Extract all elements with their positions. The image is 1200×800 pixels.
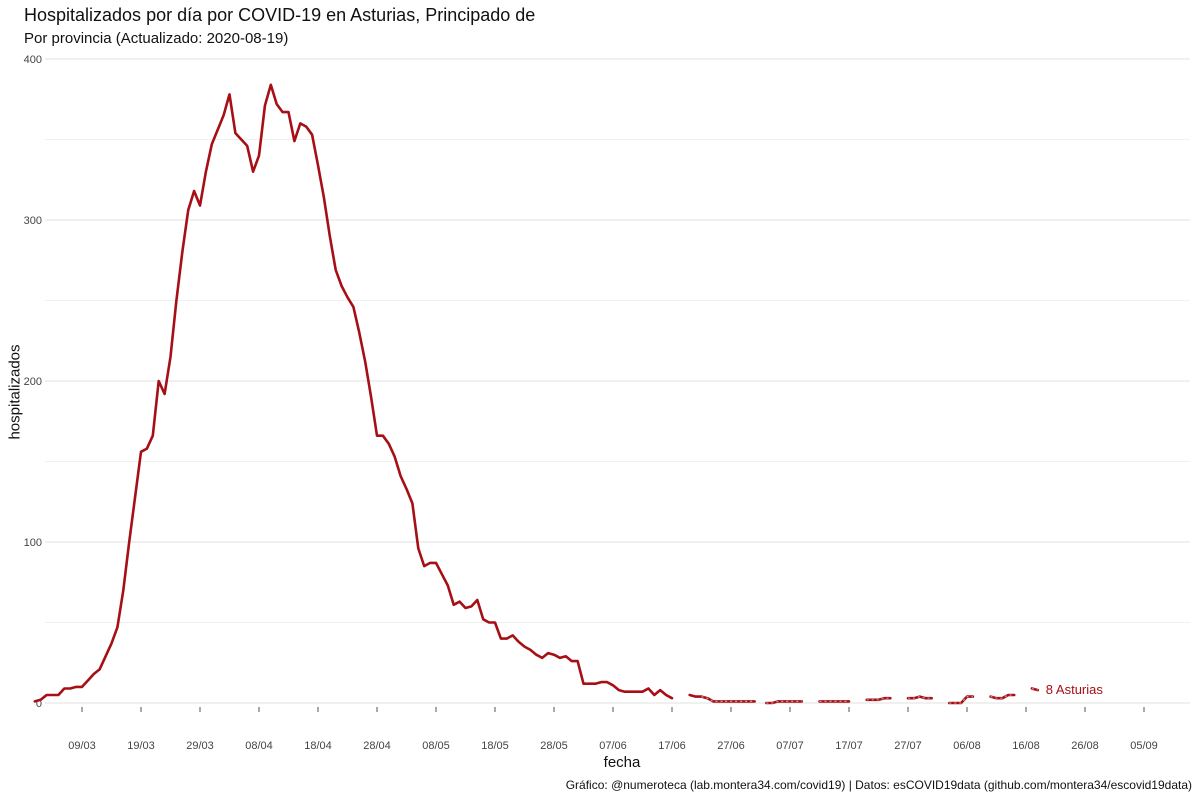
x-tick-label: 26/08 [1071,740,1099,752]
x-tick-label: 28/05 [540,740,568,752]
x-tick-label: 08/05 [422,740,450,752]
grid-lines [45,58,1190,704]
x-tick-label: 19/03 [127,740,155,752]
x-tick-label: 05/09 [1130,740,1158,752]
y-tick-label: 200 [24,376,42,388]
y-tick-label: 400 [24,54,42,66]
x-tick-label: 17/06 [658,740,686,752]
x-tick-label: 18/05 [481,740,509,752]
series-end-label: 8 Asturias [1046,682,1104,697]
dashed-overlay [1031,687,1038,691]
x-tick-label: 09/03 [68,740,96,752]
x-tick-label: 07/06 [599,740,627,752]
x-tick-label: 06/08 [953,740,981,752]
x-axis-ticks: 09/03 19/03 29/03 08/04 18/04 28/04 08/05 18/05… [68,707,1158,752]
x-tick-label: 07/07 [776,740,804,752]
chart-subtitle: Por provincia (Actualizado: 2020-08-19) [24,30,289,47]
x-tick-label: 29/03 [186,740,214,752]
x-axis-label: fecha [603,754,641,771]
series-line-segment [33,83,674,703]
series-line-segment [948,695,975,705]
chart-caption: Gráfico: @numeroteca (lab.montera34.com/… [565,778,1192,792]
series-lines [33,83,1040,705]
dashed-overlay [866,697,891,701]
dashed-overlay [908,695,932,699]
x-tick-label: 18/04 [304,740,332,752]
series-end-labels: 8 Asturias [1046,682,1104,697]
x-tick-label: 28/04 [363,740,391,752]
x-tick-label: 16/08 [1012,740,1040,752]
x-tick-label: 08/04 [245,740,273,752]
chart-title: Hospitalizados por día por COVID-19 en A… [24,5,536,25]
dashed-overlay [701,696,726,702]
dashed-overlay [990,694,1015,699]
y-tick-label: 0 [36,698,42,710]
y-tick-label: 300 [24,215,42,227]
series-line-segment [688,693,756,703]
x-tick-label: 27/07 [894,740,922,752]
y-axis-ticks: 0 100 200 300 400 [24,54,42,710]
dashed-overlay [949,696,973,704]
dashed-overlay [766,700,802,704]
x-tick-label: 17/07 [835,740,863,752]
x-tick-label: 27/06 [717,740,745,752]
y-tick-label: 100 [24,537,42,549]
